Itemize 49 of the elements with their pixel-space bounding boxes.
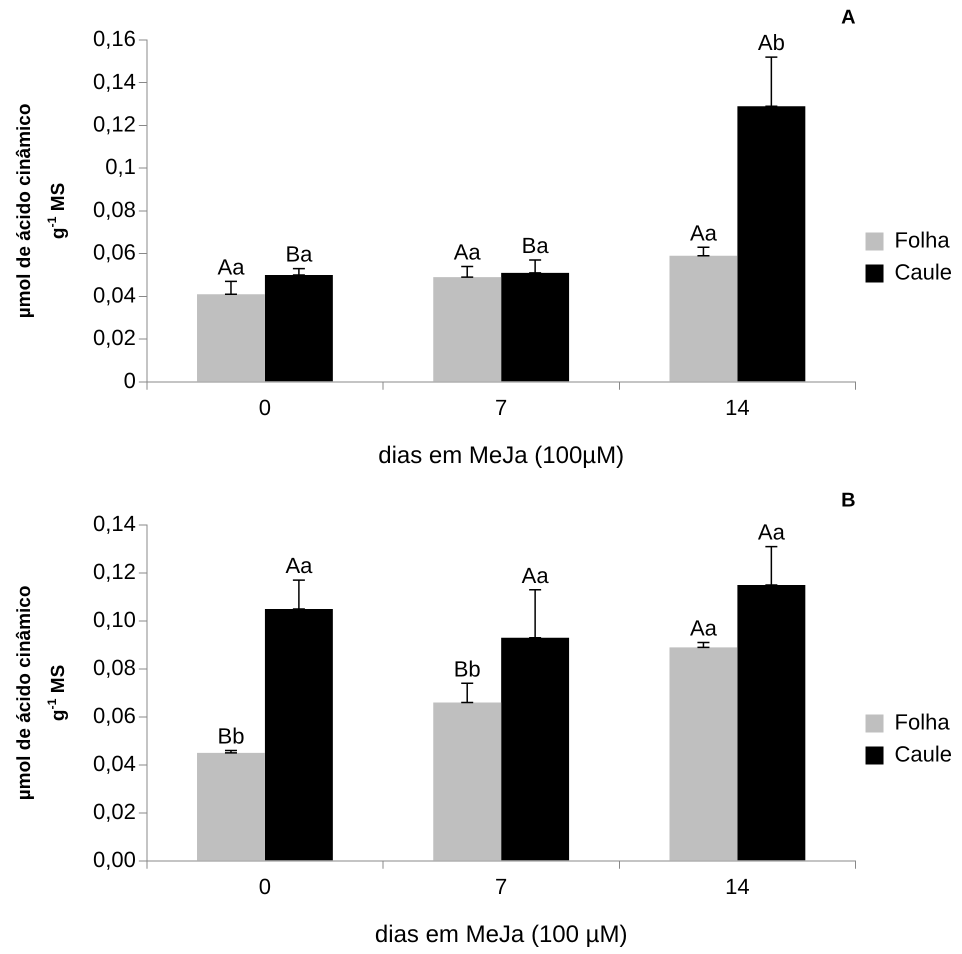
y-tick-label: 0,06 xyxy=(92,702,136,728)
legend-label: Caule xyxy=(894,742,952,767)
y-tick-label: 0,08 xyxy=(92,654,136,680)
y-tick-label: 0,00 xyxy=(92,846,136,872)
x-axis-title: dias em MeJa (100 µM) xyxy=(374,921,628,948)
y-tick-label: 0 xyxy=(124,368,136,393)
y-tick-label: 0,14 xyxy=(92,68,136,94)
data-label: Aa xyxy=(690,616,718,641)
x-tick-label: 7 xyxy=(495,395,508,420)
legend-label: Folha xyxy=(894,710,950,735)
y-tick-label: 0,12 xyxy=(92,112,136,137)
x-tick-label: 14 xyxy=(725,395,750,420)
bar xyxy=(669,647,738,860)
bar xyxy=(197,752,265,860)
bar xyxy=(669,256,738,382)
y-tick-label: 0,04 xyxy=(92,750,136,776)
chart-title: B xyxy=(841,490,856,512)
data-label: Aa xyxy=(218,254,246,280)
y-tick-label: 0,04 xyxy=(92,282,136,308)
y-tick-label: 0,1 xyxy=(105,154,136,180)
y-tick-label: 0,12 xyxy=(92,559,136,584)
legend-label: Folha xyxy=(894,228,950,253)
data-label: Aa xyxy=(690,220,718,246)
chart-title: A xyxy=(841,6,856,29)
data-label: Aa xyxy=(454,240,482,265)
x-tick-label: 0 xyxy=(258,395,272,420)
data-label: Bb xyxy=(454,656,481,682)
x-tick-label: 7 xyxy=(495,874,508,900)
data-label: Ba xyxy=(285,242,314,267)
y-tick-label: 0,02 xyxy=(92,798,136,824)
legend-label: Caule xyxy=(894,260,952,285)
data-label: Bb xyxy=(218,724,244,749)
bar xyxy=(433,702,502,860)
data-label: Ab xyxy=(758,30,785,56)
data-label: Aa xyxy=(285,553,314,578)
x-tick-label: 0 xyxy=(258,874,272,900)
data-label: Aa xyxy=(522,562,550,588)
data-label: Ba xyxy=(522,233,550,258)
y-tick-label: 0,06 xyxy=(92,240,136,265)
y-tick-label: 0,10 xyxy=(92,607,136,632)
data-label: Aa xyxy=(758,520,786,545)
x-axis-title: dias em MeJa (100µM) xyxy=(378,442,624,470)
y-tick-label: 0,02 xyxy=(92,325,136,350)
y-tick-label: 0,14 xyxy=(92,511,136,536)
x-tick-label: 14 xyxy=(725,874,750,900)
bar xyxy=(433,277,502,382)
y-tick-label: 0,08 xyxy=(92,196,136,222)
bar xyxy=(197,294,265,382)
y-tick-label: 0,16 xyxy=(92,26,136,52)
